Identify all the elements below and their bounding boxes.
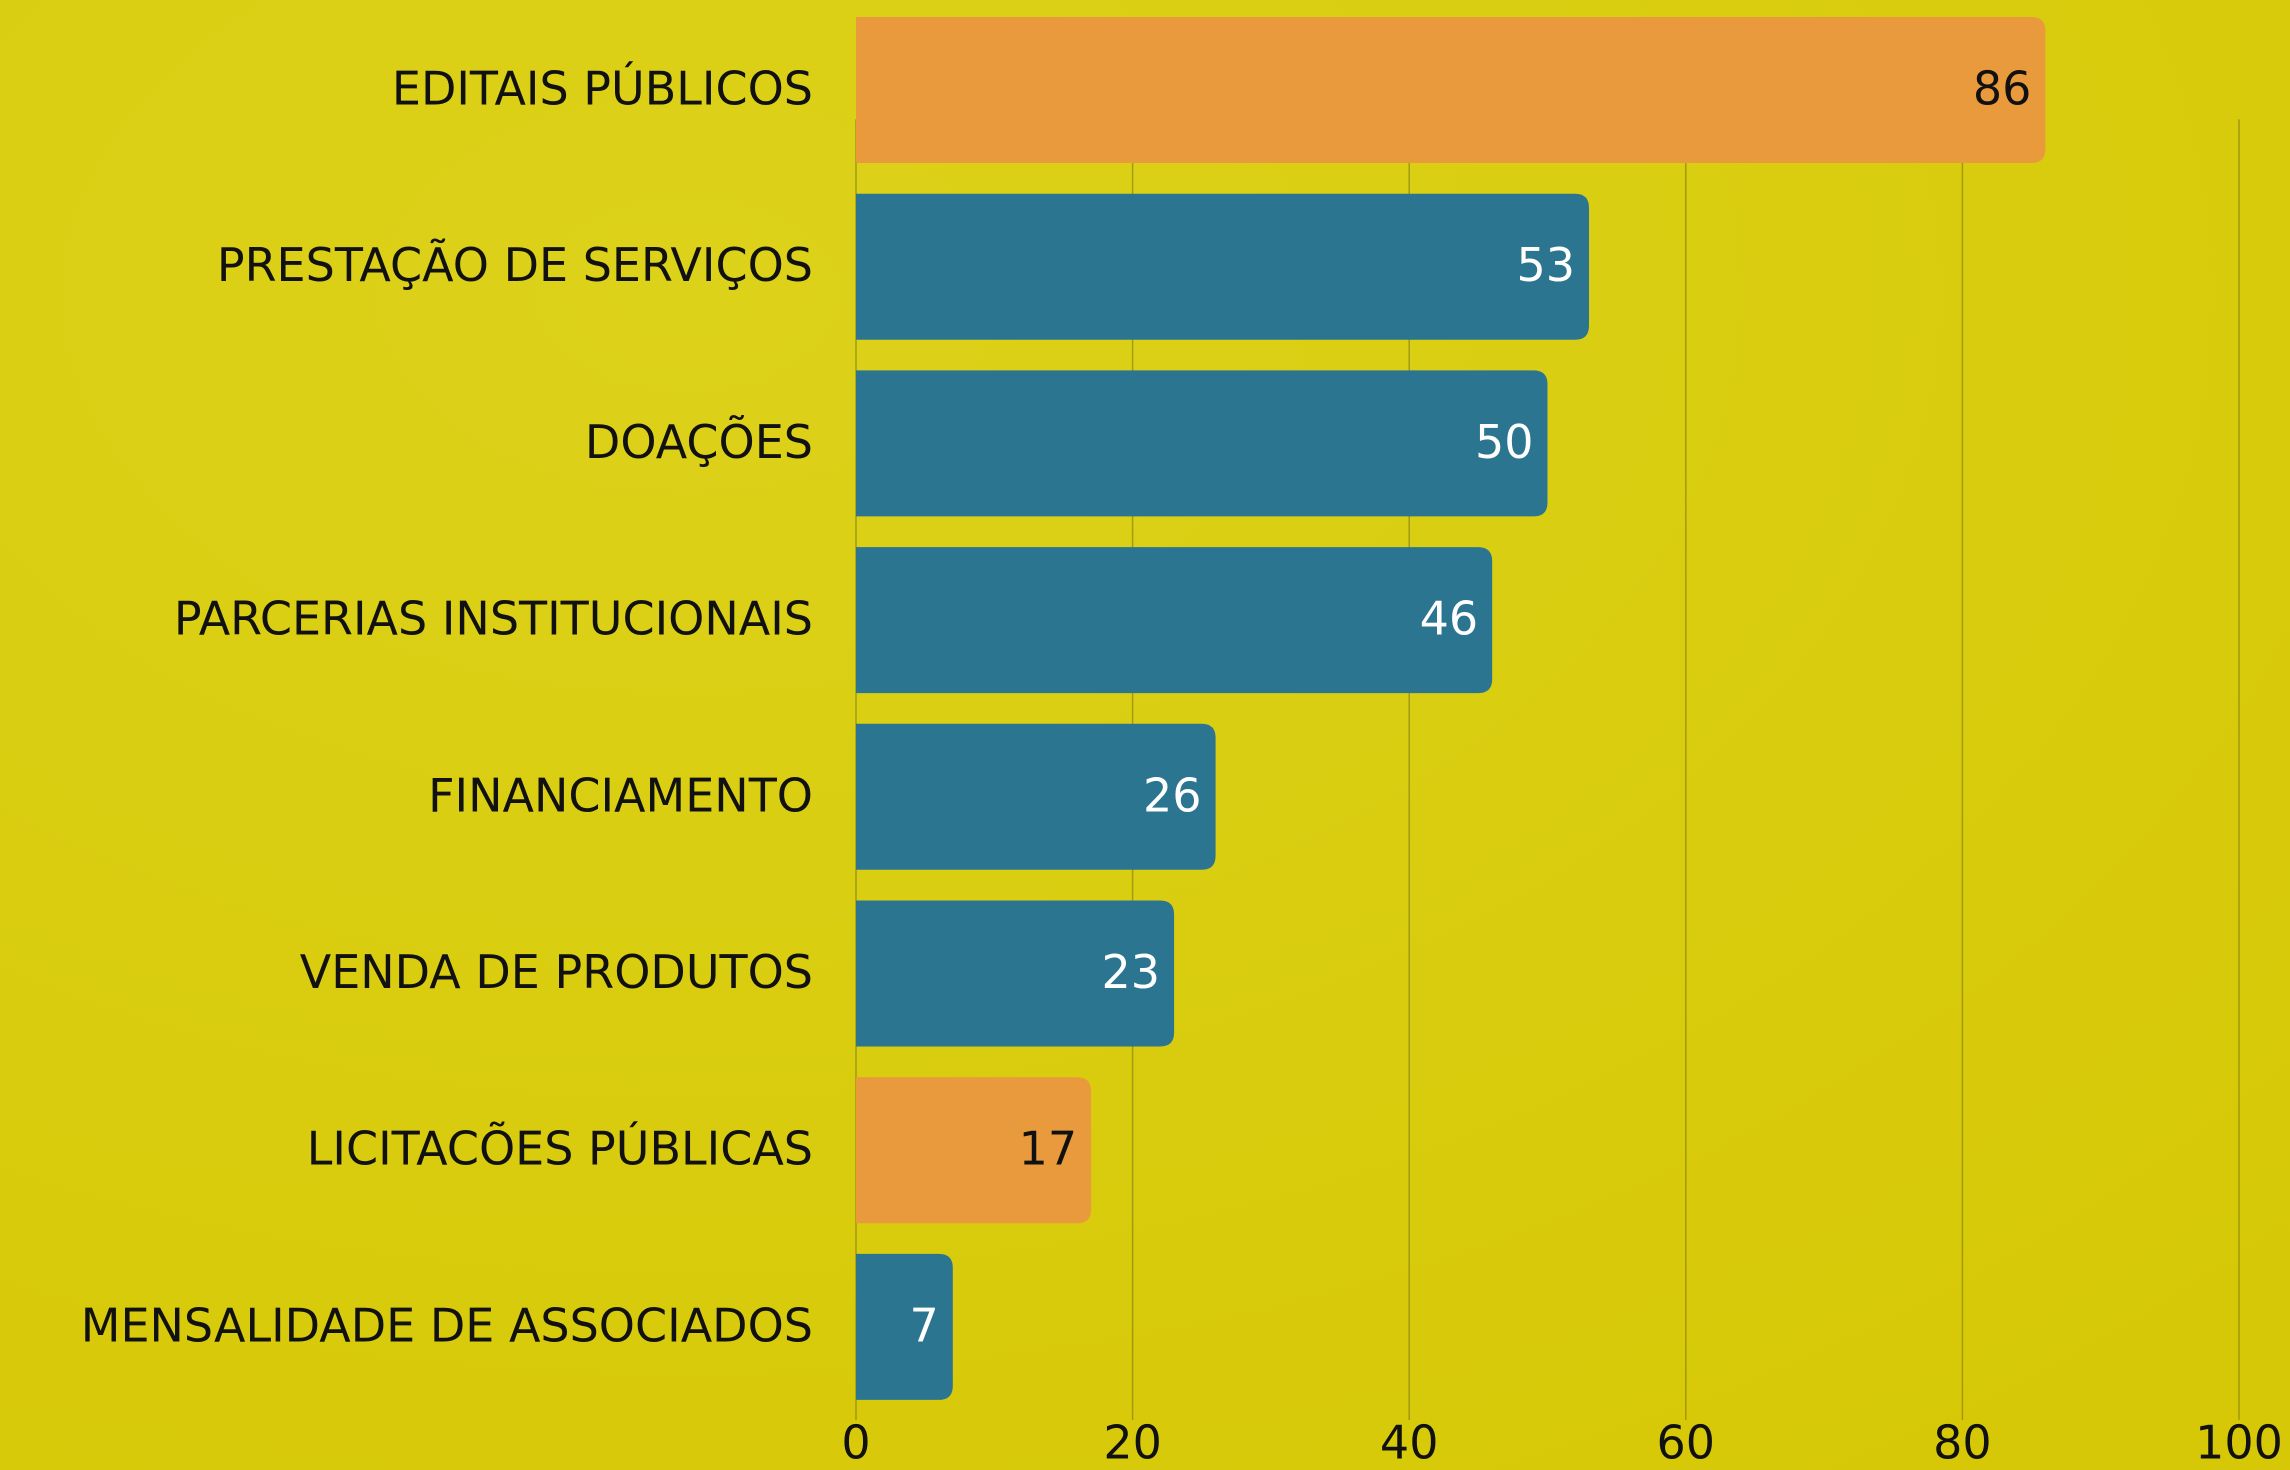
value-label: 7 (910, 1298, 939, 1352)
value-label: 86 (1973, 62, 2032, 116)
y-tick-label: PARCERIAS INSTITUCIONAIS (174, 592, 813, 646)
x-tick-label: 20 (1103, 1416, 1162, 1470)
y-tick-label: MENSALIDADE DE ASSOCIADOS (81, 1298, 813, 1352)
value-label: 23 (1102, 945, 1161, 999)
bar (856, 723, 1216, 870)
bar (856, 1253, 953, 1400)
y-tick-label: LICITACÕES PÚBLICAS (307, 1122, 813, 1176)
value-label: 46 (1420, 592, 1479, 646)
y-tick-label: EDITAIS PÚBLICOS (392, 62, 813, 116)
bar (856, 900, 1175, 1047)
bar (856, 193, 1589, 340)
x-tick-label: 40 (1380, 1416, 1439, 1470)
x-tick-label: 80 (1933, 1416, 1992, 1470)
y-tick-label: PRESTAÇÃO DE SERVIÇOS (217, 238, 813, 292)
y-tick-label: VENDA DE PRODUTOS (300, 945, 813, 999)
y-tick-label: DOAÇÕES (585, 415, 813, 469)
value-label: 17 (1019, 1122, 1078, 1176)
y-tick-label: FINANCIAMENTO (428, 768, 813, 822)
x-tick-label: 100 (2195, 1416, 2283, 1470)
value-label: 53 (1516, 238, 1575, 292)
value-label: 26 (1143, 768, 1202, 822)
bar (856, 547, 1493, 694)
bar (856, 1077, 1092, 1224)
bar (856, 370, 1548, 517)
x-tick-label: 60 (1657, 1416, 1716, 1470)
bar (856, 17, 2046, 163)
value-label: 50 (1475, 415, 1534, 469)
x-tick-label: 0 (841, 1416, 870, 1470)
